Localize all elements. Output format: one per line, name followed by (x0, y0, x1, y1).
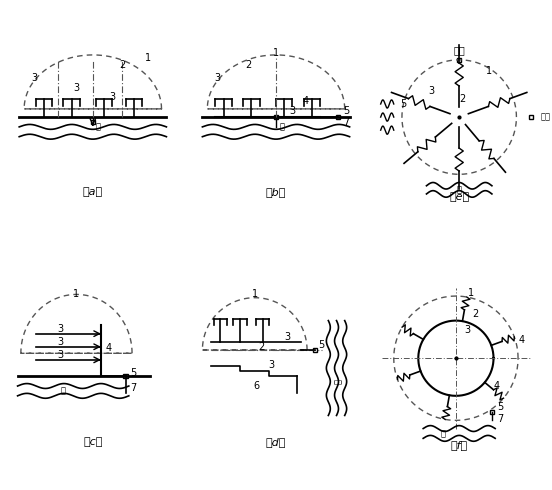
Text: 河: 河 (96, 122, 101, 131)
Text: 5: 5 (400, 99, 407, 109)
Text: （c）: （c） (83, 437, 103, 446)
Text: 1: 1 (73, 290, 79, 299)
Text: 灌溉: 灌溉 (453, 45, 465, 55)
Text: 4: 4 (518, 335, 524, 345)
Text: 5: 5 (343, 105, 349, 116)
Text: 河: 河 (279, 122, 284, 131)
Text: 河: 河 (333, 379, 343, 384)
Text: 3: 3 (428, 86, 434, 96)
Text: 1: 1 (468, 288, 474, 298)
Text: 3: 3 (57, 350, 63, 360)
Text: 3: 3 (57, 324, 63, 334)
Text: 灌溉: 灌溉 (541, 113, 551, 122)
Text: （f）: （f） (450, 440, 468, 450)
Text: 2: 2 (258, 342, 264, 352)
Text: （e）: （e） (449, 192, 469, 202)
Text: 1: 1 (145, 53, 151, 63)
Text: 4: 4 (106, 343, 112, 353)
Text: 河: 河 (440, 429, 445, 438)
Text: （d）: （d） (266, 437, 286, 446)
Text: 1: 1 (486, 66, 492, 76)
Text: 2: 2 (119, 60, 125, 70)
Text: 1: 1 (252, 290, 258, 299)
Text: 3: 3 (73, 83, 79, 93)
Text: 2: 2 (245, 60, 251, 70)
Text: 3: 3 (109, 93, 115, 102)
Text: 5: 5 (319, 340, 325, 350)
Text: 3: 3 (268, 360, 274, 370)
Text: （b）: （b） (266, 187, 286, 197)
Text: 1: 1 (273, 49, 279, 58)
Text: 4: 4 (493, 381, 500, 391)
Text: 3: 3 (464, 325, 470, 335)
Text: 2: 2 (473, 309, 479, 319)
Text: 5: 5 (497, 402, 503, 412)
Text: 7: 7 (343, 117, 349, 127)
Text: 5: 5 (130, 368, 137, 378)
Text: 3: 3 (57, 337, 63, 347)
Text: （a）: （a） (83, 187, 103, 197)
Text: 河: 河 (457, 185, 461, 195)
Text: 2: 2 (459, 94, 465, 104)
Text: 河: 河 (61, 387, 66, 395)
Text: 4: 4 (302, 96, 309, 106)
Text: 3: 3 (284, 332, 290, 342)
Text: 3: 3 (289, 106, 295, 116)
Text: 6: 6 (253, 381, 259, 391)
Text: 3: 3 (214, 73, 220, 83)
Text: 3: 3 (31, 73, 37, 83)
Text: 7: 7 (497, 414, 503, 424)
Text: 7: 7 (130, 383, 137, 392)
